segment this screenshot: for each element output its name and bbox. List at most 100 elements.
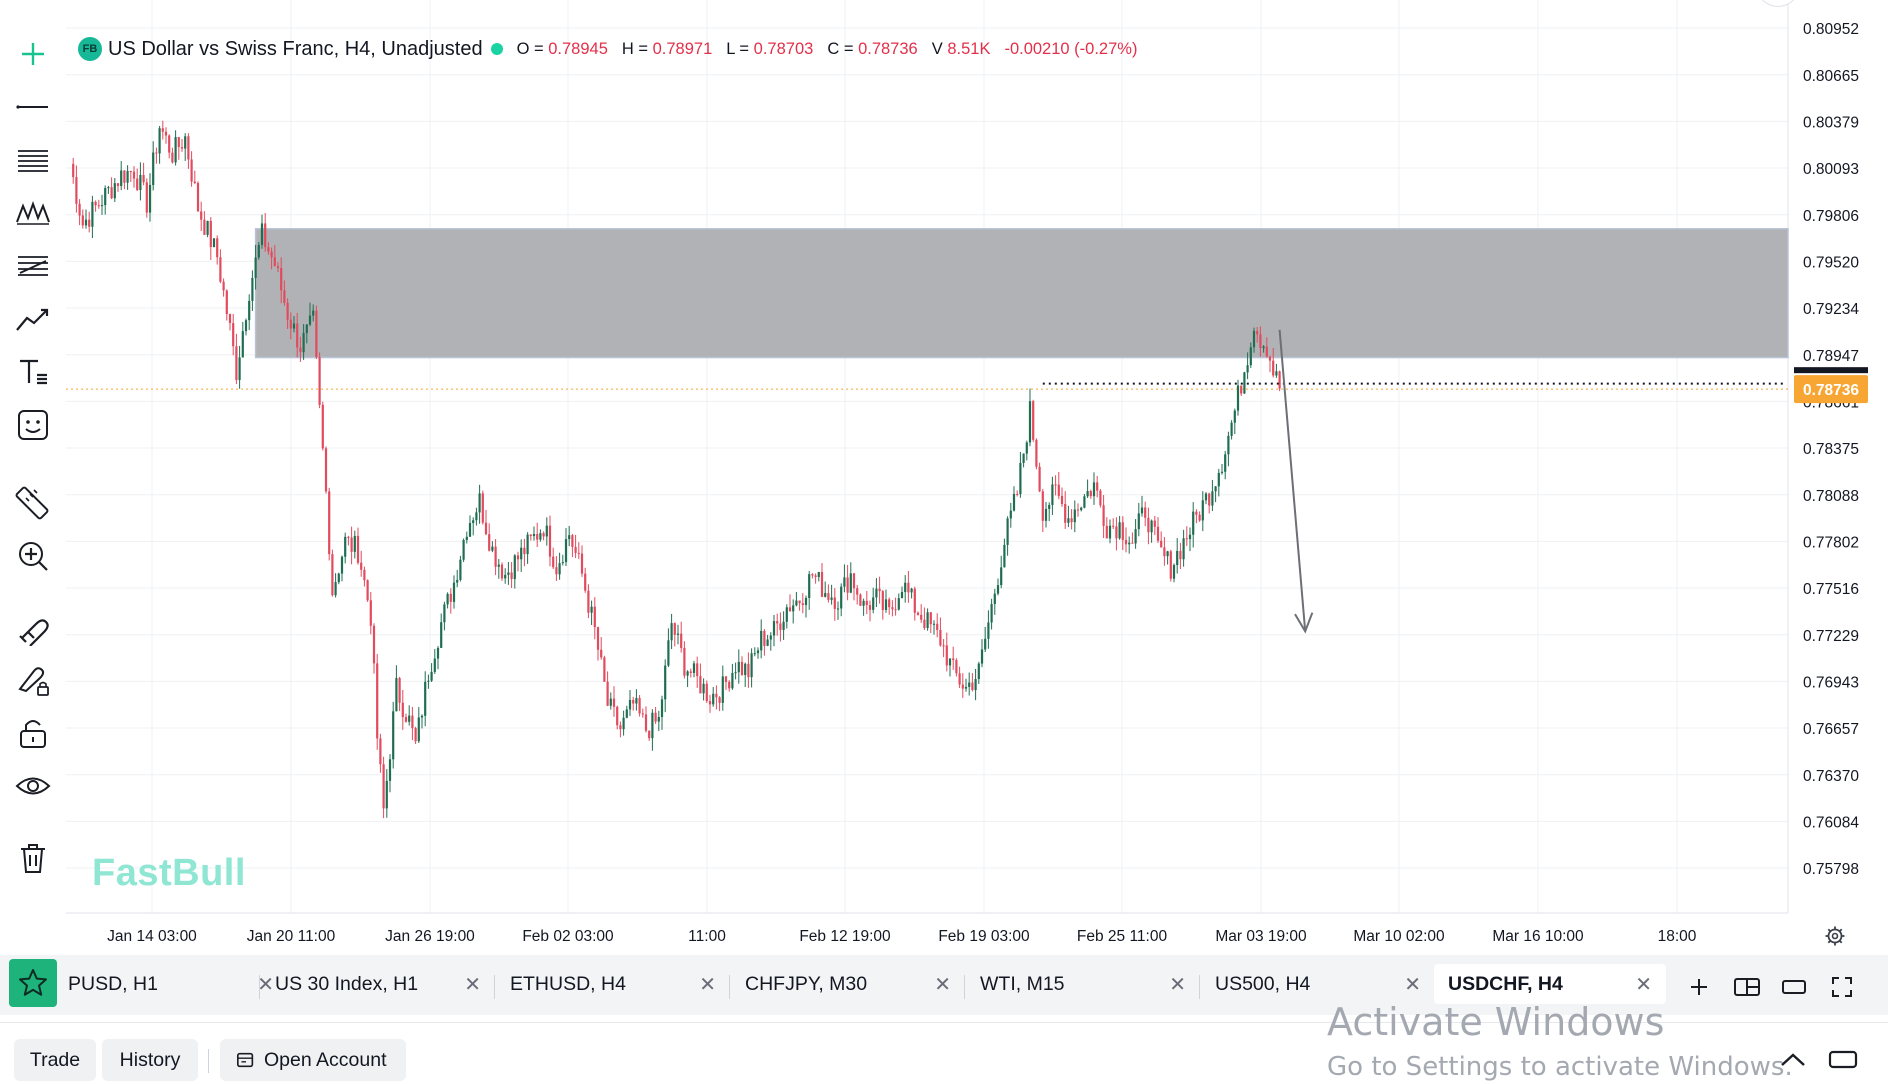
layout-icon[interactable] <box>1730 970 1764 1004</box>
candle-body <box>510 572 513 579</box>
x-tick-label: Feb 02 03:00 <box>522 928 614 945</box>
candle-body <box>1217 472 1220 487</box>
tab-close-icon[interactable]: ✕ <box>699 973 716 996</box>
candle-body <box>420 715 424 718</box>
magnet-icon[interactable] <box>12 606 54 648</box>
add-tab-icon[interactable] <box>1682 970 1716 1004</box>
candle-body <box>446 593 449 605</box>
ohlc-high: H = 0.78971 <box>621 39 713 58</box>
candle-body <box>772 621 776 636</box>
trash-icon[interactable] <box>12 837 54 879</box>
eye-icon[interactable] <box>12 765 54 807</box>
tab-close-icon[interactable]: ✕ <box>934 973 951 996</box>
text-tool-icon[interactable] <box>12 351 54 393</box>
tab-us500[interactable]: US500, H4 ✕ <box>1201 964 1435 1004</box>
horizontal-line-icon[interactable] <box>12 86 54 128</box>
tab-ethusd[interactable]: ETHUSD, H4 ✕ <box>496 964 730 1004</box>
favorites-star-button[interactable] <box>9 959 57 1007</box>
candle-body <box>587 590 590 613</box>
candle-body <box>395 678 398 712</box>
fastbull-badge: FB <box>78 37 102 61</box>
candle-body <box>603 657 606 682</box>
fullscreen-icon[interactable] <box>1825 970 1859 1004</box>
tab-us30[interactable]: US 30 Index, H1 ✕ <box>261 964 495 1004</box>
tab-chfjpy[interactable]: CHFJPY, M30 ✕ <box>731 964 965 1004</box>
candle-body <box>657 717 660 722</box>
candle-body <box>827 593 830 600</box>
candle-body <box>811 574 814 576</box>
y-tick-label: 0.78375 <box>1803 441 1859 458</box>
candle-body <box>900 592 904 599</box>
x-tick-label: Mar 03 19:00 <box>1215 928 1307 945</box>
candle-body <box>1035 439 1038 467</box>
tab-close-icon[interactable]: ✕ <box>464 973 481 996</box>
candle-body <box>78 203 81 216</box>
candle-body <box>174 137 177 163</box>
candle-body <box>404 717 408 722</box>
chart-settings-icon[interactable] <box>1824 925 1846 947</box>
candle-body <box>513 555 516 579</box>
lock-icon[interactable] <box>12 712 54 754</box>
candle-body <box>1256 330 1259 335</box>
symbol-title[interactable]: US Dollar vs Swiss Franc, H4, Unadjusted <box>108 37 483 60</box>
candle-body <box>369 600 372 626</box>
candle-body <box>385 780 388 809</box>
candle-body <box>184 136 187 149</box>
window-icon[interactable] <box>1777 970 1811 1004</box>
candle-body <box>856 588 859 595</box>
tab-close-icon[interactable]: ✕ <box>1404 973 1421 996</box>
candle-body <box>705 683 708 702</box>
open-account-button[interactable]: Open Account <box>220 1039 406 1081</box>
candle-body <box>1006 518 1009 545</box>
history-button[interactable]: History <box>102 1039 198 1081</box>
candle-body <box>1076 509 1080 511</box>
candle-body <box>484 522 488 535</box>
tab-wti[interactable]: WTI, M15 ✕ <box>966 964 1200 1004</box>
candle-body <box>129 170 132 172</box>
candle-body <box>497 564 500 567</box>
candle-body <box>264 223 267 248</box>
tab-close-icon[interactable]: ✕ <box>1169 973 1186 996</box>
fib-levels-icon[interactable] <box>12 139 54 181</box>
candle-body <box>481 493 484 523</box>
gann-icon[interactable] <box>12 245 54 287</box>
candle-body <box>897 598 900 610</box>
candle-body <box>881 591 884 610</box>
tab-close-icon[interactable]: ✕ <box>1635 973 1652 996</box>
brush-lock-icon[interactable] <box>12 659 54 701</box>
candle-body <box>747 663 750 678</box>
price-chart[interactable]: 0.80952 0.80665 0.80379 0.80093 0.79806 0.795… <box>66 0 1888 955</box>
candle-body <box>891 607 894 610</box>
candle-body <box>408 715 411 722</box>
candle-body <box>1246 365 1249 373</box>
candle-body <box>1243 372 1246 394</box>
candle-body <box>584 573 587 591</box>
candle-body <box>910 588 913 593</box>
y-tick-label: 0.77516 <box>1803 581 1859 598</box>
candle-body <box>616 706 619 726</box>
trade-button[interactable]: Trade <box>14 1039 96 1081</box>
tab-pusd[interactable]: PUSD, H1 ✕ <box>54 964 288 1004</box>
candle-body <box>1272 360 1275 376</box>
ruler-icon[interactable] <box>12 482 54 524</box>
candle-body <box>1054 484 1057 486</box>
tab-usdchf[interactable]: USDCHF, H4 ✕ <box>1434 964 1666 1004</box>
candle-body <box>305 324 308 334</box>
ohlc-volume: V 8.51K <box>931 39 991 58</box>
chart-area[interactable]: 0.80952 0.80665 0.80379 0.80093 0.79806 0.795… <box>66 0 1888 955</box>
collapse-panel-icon[interactable] <box>1778 1047 1808 1073</box>
crosshair-icon[interactable] <box>12 33 54 75</box>
pattern-icon[interactable] <box>12 192 54 234</box>
tab-label: USDCHF, H4 <box>1448 972 1563 995</box>
candle-body <box>830 597 833 600</box>
candle-body <box>916 612 920 615</box>
emoji-icon[interactable] <box>12 404 54 446</box>
candle-body <box>123 170 126 183</box>
tab-close-icon[interactable]: ✕ <box>257 973 274 996</box>
candle-body <box>1188 534 1192 539</box>
candle-body <box>235 346 238 381</box>
trend-line-icon[interactable] <box>12 298 54 340</box>
panel-window-icon[interactable] <box>1828 1047 1858 1073</box>
y-tick-label: 0.76943 <box>1803 674 1859 691</box>
zoom-in-icon[interactable] <box>12 535 54 577</box>
